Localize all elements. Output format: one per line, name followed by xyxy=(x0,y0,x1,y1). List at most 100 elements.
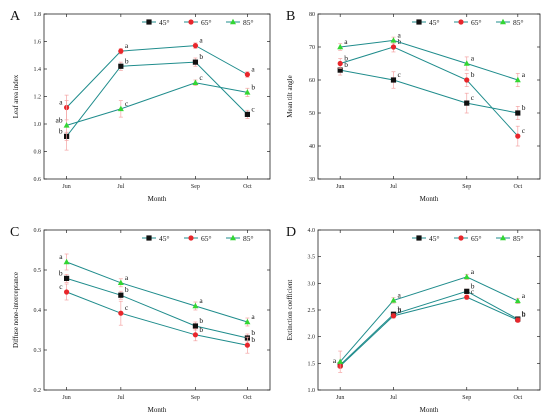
significance-label: b xyxy=(471,281,475,290)
data-point xyxy=(463,60,470,66)
legend-marker xyxy=(500,18,506,25)
significance-label: b xyxy=(199,52,203,61)
significance-label: a xyxy=(199,296,203,305)
data-point xyxy=(464,294,470,300)
y-tick-label: 60 xyxy=(309,78,315,84)
x-tick-label: Sep xyxy=(191,184,200,190)
series-line xyxy=(340,39,518,81)
x-tick-label: Jun xyxy=(336,184,344,190)
data-point xyxy=(515,317,521,323)
data-point xyxy=(464,100,470,106)
significance-label: c xyxy=(59,282,63,291)
y-tick-label: 0.5 xyxy=(34,268,42,274)
x-tick-label: Jul xyxy=(117,395,124,401)
data-point xyxy=(390,44,397,50)
x-tick-label: Jun xyxy=(62,184,70,190)
data-point xyxy=(244,89,251,95)
y-tick-label: 0.8 xyxy=(34,150,42,156)
legend-marker xyxy=(458,235,464,241)
significance-label: c xyxy=(471,93,475,102)
data-point xyxy=(464,288,470,294)
series-line xyxy=(66,61,248,137)
legend-entry: 45° xyxy=(429,234,440,243)
y-tick-label: 0.3 xyxy=(34,348,42,354)
y-tick-label: 3.5 xyxy=(308,255,316,261)
significance-label: b xyxy=(344,54,348,63)
series-line xyxy=(340,46,519,137)
y-tick-label: 0.6 xyxy=(34,228,42,234)
x-axis-label: Month xyxy=(148,406,167,414)
plot-frame xyxy=(317,13,541,180)
legend-entry: 85° xyxy=(243,234,254,243)
significance-label: a xyxy=(125,41,129,50)
data-point xyxy=(390,297,397,303)
series-line xyxy=(66,45,248,108)
y-tick-label: 1.5 xyxy=(308,361,316,367)
significance-label: a xyxy=(397,290,401,299)
significance-label: b xyxy=(251,335,255,344)
significance-label: a xyxy=(471,54,475,63)
significance-label: a xyxy=(125,273,129,282)
x-tick-label: Oct xyxy=(243,184,252,190)
significance-label: a xyxy=(251,65,255,74)
y-axis-label: Extinction coefficient xyxy=(286,280,294,341)
legend-entry: 85° xyxy=(243,18,254,27)
series-line xyxy=(339,290,519,366)
legend-marker xyxy=(188,235,194,241)
data-point xyxy=(390,37,397,43)
significance-label: b xyxy=(344,60,348,69)
plot-frame xyxy=(317,229,541,391)
data-point xyxy=(192,323,199,329)
legend-entry: 65° xyxy=(201,18,212,27)
x-tick-label: Oct xyxy=(243,395,252,401)
data-point xyxy=(64,289,70,295)
data-point xyxy=(337,67,343,73)
y-tick-label: 70 xyxy=(309,45,315,51)
y-tick-label: 1.0 xyxy=(34,122,42,128)
significance-label: a xyxy=(251,312,255,321)
significance-label: a xyxy=(471,267,475,276)
data-point xyxy=(117,279,124,285)
significance-label: b xyxy=(125,56,129,65)
x-tick-label: Jul xyxy=(390,395,397,401)
y-tick-label: 3.0 xyxy=(308,281,316,287)
significance-label: ab xyxy=(56,115,63,124)
series-line xyxy=(66,261,248,323)
chart-panel-b: B 30 40 50 60 70 80 Jun Jul Sep Oct Month Mean tilt … xyxy=(286,9,541,203)
significance-label: c xyxy=(471,287,475,296)
significance-label: a xyxy=(344,37,348,46)
y-tick-label: 30 xyxy=(309,177,315,183)
y-tick-label: 2.5 xyxy=(308,308,316,314)
chart-panel-d: D 1.0 1.5 2.0 2.5 3.0 3.5 4.0 Jun Jul Sep Oct Month E… xyxy=(286,225,541,414)
legend-marker xyxy=(230,234,236,241)
x-tick-label: Sep xyxy=(462,184,471,190)
significance-label: a xyxy=(522,70,526,79)
significance-label: c xyxy=(397,70,401,79)
significance-label: a xyxy=(59,252,63,261)
legend-entry: 45° xyxy=(159,234,170,243)
x-tick-label: Jul xyxy=(117,184,124,190)
y-axis-label: Mean tilt angle xyxy=(286,75,294,117)
y-tick-label: 50 xyxy=(309,111,315,117)
panel-label: C xyxy=(10,225,19,240)
y-tick-label: 0.2 xyxy=(34,388,42,394)
data-point xyxy=(463,273,470,280)
data-point xyxy=(118,48,124,54)
data-point xyxy=(118,63,124,69)
x-tick-label: Sep xyxy=(462,395,471,401)
data-point xyxy=(63,122,70,128)
data-point xyxy=(192,79,199,85)
series-line xyxy=(339,296,519,367)
significance-label: a xyxy=(397,30,401,39)
data-point xyxy=(244,111,250,117)
data-point xyxy=(192,59,199,65)
legend-entry: 65° xyxy=(201,234,212,243)
data-point xyxy=(117,105,124,112)
significance-label: a xyxy=(333,356,337,365)
y-tick-label: 1.4 xyxy=(34,67,42,73)
significance-label: b xyxy=(522,309,526,318)
significance-label: b xyxy=(397,306,401,315)
x-tick-label: Sep xyxy=(191,395,200,401)
x-axis-label: Month xyxy=(420,195,439,203)
legend-marker xyxy=(458,19,464,25)
